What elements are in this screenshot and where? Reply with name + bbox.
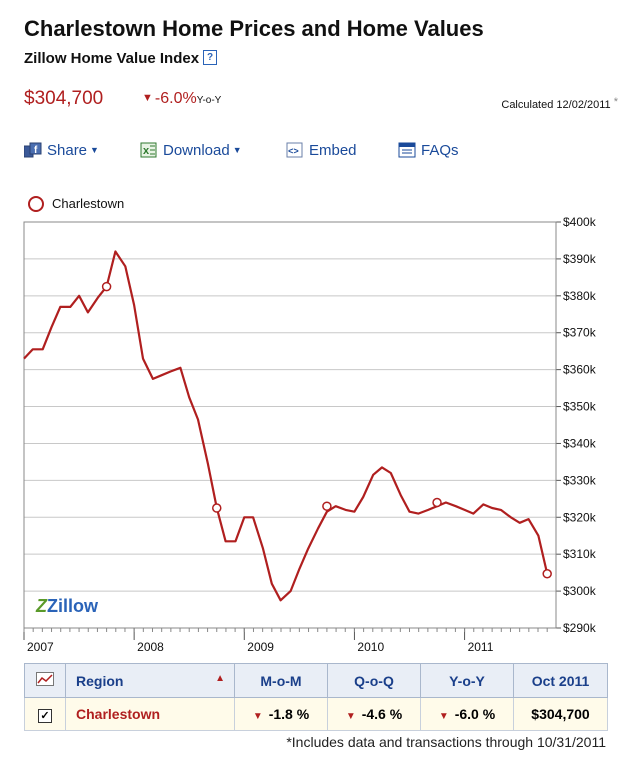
y-tick-label: $360k (563, 363, 597, 377)
y-tick-label: $330k (563, 473, 597, 487)
qoq-value: -4.6 % (361, 706, 403, 722)
help-icon[interactable]: ? (203, 50, 218, 65)
data-point (322, 501, 332, 511)
chart-legend[interactable]: Charlestown (28, 196, 124, 212)
table-row: ✓ Charlestown ▼ -1.8 % ▼ -4.6 % ▼ -6.0 % $3… (24, 697, 608, 731)
subtitle-text: Zillow Home Value Index (24, 50, 200, 67)
calculated-text: Calculated 12/02/2011 (501, 99, 611, 111)
data-point (101, 281, 112, 292)
y-axis-labels: $290k $300k $310k $320k $330k $340k $350k $360k… (563, 215, 597, 635)
yoy-cell: ▼ -6.0 % (420, 697, 514, 731)
share-label: Share (47, 142, 88, 159)
y-tick-label: $340k (563, 436, 597, 450)
chevron-down-icon: ▼ (232, 145, 242, 155)
chevron-down-icon: ▼ (90, 145, 99, 155)
x-tick-label: 2011 (468, 640, 494, 654)
change-period: Y-o-Y (196, 95, 222, 106)
down-arrow-icon: ▼ (252, 711, 263, 722)
download-label: Download (163, 142, 230, 159)
calculated-date: Calculated 12/02/2011 * (501, 96, 618, 111)
yoy-value: -6.0 % (454, 706, 496, 722)
y-tick-label: $390k (563, 252, 597, 266)
summary-table: Region ▲ M-o-M Q-o-Q Y-o-Y Oct 2011 ✓ Cha… (24, 663, 608, 731)
facebook-share-icon: f (23, 142, 42, 162)
mom-cell: ▼ -1.8 % (234, 697, 328, 731)
page-subtitle: Zillow Home Value Index? (24, 50, 218, 67)
qoq-cell: ▼ -4.6 % (327, 697, 421, 731)
column-header-value[interactable]: Oct 2011 (513, 663, 608, 698)
x-tick-label: 2008 (137, 640, 164, 654)
embed-icon: <> (286, 142, 304, 162)
download-button[interactable]: x Download ▼ (140, 142, 242, 162)
y-tick-label: $320k (563, 510, 597, 524)
chart-frame (23, 221, 561, 640)
data-point (212, 503, 222, 513)
calculated-mark: * (613, 96, 618, 108)
region-header-label: Region (76, 672, 124, 689)
region-cell[interactable]: Charlestown (65, 697, 235, 731)
page-title: Charlestown Home Prices and Home Values (24, 16, 484, 41)
chart-grid (24, 221, 556, 629)
table-header-row: Region ▲ M-o-M Q-o-Q Y-o-Y Oct 2011 (24, 663, 608, 698)
y-tick-label: $300k (563, 584, 597, 598)
y-tick-label: $310k (563, 547, 597, 561)
faq-icon (398, 142, 416, 162)
y-tick-label: $350k (563, 400, 597, 414)
x-tick-label: 2010 (357, 640, 384, 654)
column-header-mom[interactable]: M-o-M (234, 663, 328, 698)
value-cell: $304,700 (513, 697, 608, 731)
faqs-label: FAQs (421, 142, 459, 159)
svg-text:f: f (34, 145, 38, 156)
footnote: *Includes data and transactions through … (286, 734, 606, 750)
svg-text:<>: <> (288, 147, 299, 157)
zillow-logo: ZZillow (36, 596, 98, 616)
x-tick-label: 2007 (27, 640, 54, 654)
legend-label: Charlestown (52, 196, 125, 211)
embed-button[interactable]: <> Embed (286, 142, 357, 162)
share-button[interactable]: f Share ▼ (23, 142, 99, 162)
svg-text:x: x (143, 145, 150, 157)
mom-value: -1.8 % (268, 706, 310, 722)
yoy-change: ▼ -6.0%Y-o-Y (142, 90, 221, 108)
home-value: $304,700 (24, 88, 104, 109)
chart-icon (36, 672, 54, 689)
x-axis-labels: 2007 2008 2009 2010 2011 (27, 640, 494, 654)
y-tick-label: $370k (563, 326, 597, 340)
x-tick-label: 2009 (247, 640, 274, 654)
sort-ascending-icon[interactable]: ▲ (215, 672, 225, 684)
y-tick-label: $400k (563, 215, 597, 229)
down-arrow-icon: ▼ (142, 92, 153, 104)
legend-marker (28, 196, 44, 212)
down-arrow-icon: ▼ (345, 711, 356, 722)
down-arrow-icon: ▼ (438, 711, 449, 722)
chart-points (101, 281, 552, 579)
faqs-button[interactable]: FAQs (398, 142, 459, 162)
column-header-region[interactable]: Region ▲ (65, 663, 235, 698)
column-header-yoy[interactable]: Y-o-Y (420, 663, 514, 698)
value-summary: $304,700 ▼ -6.0%Y-o-Y Calculated 12/02/20… (24, 88, 620, 114)
data-point (542, 568, 552, 579)
y-tick-label: $290k (563, 621, 597, 635)
column-header-qoq[interactable]: Q-o-Q (327, 663, 421, 698)
checkbox-checked-icon[interactable]: ✓ (38, 708, 52, 723)
excel-icon: x (140, 142, 158, 162)
chart-series (23, 250, 549, 602)
embed-label: Embed (309, 142, 357, 159)
row-checkbox[interactable]: ✓ (24, 697, 66, 731)
chart-toggle-header[interactable] (24, 663, 66, 698)
series-line-charlestown (23, 250, 549, 602)
y-tick-label: $380k (563, 289, 597, 303)
change-value: -6.0% (154, 90, 197, 107)
data-point (432, 497, 442, 508)
